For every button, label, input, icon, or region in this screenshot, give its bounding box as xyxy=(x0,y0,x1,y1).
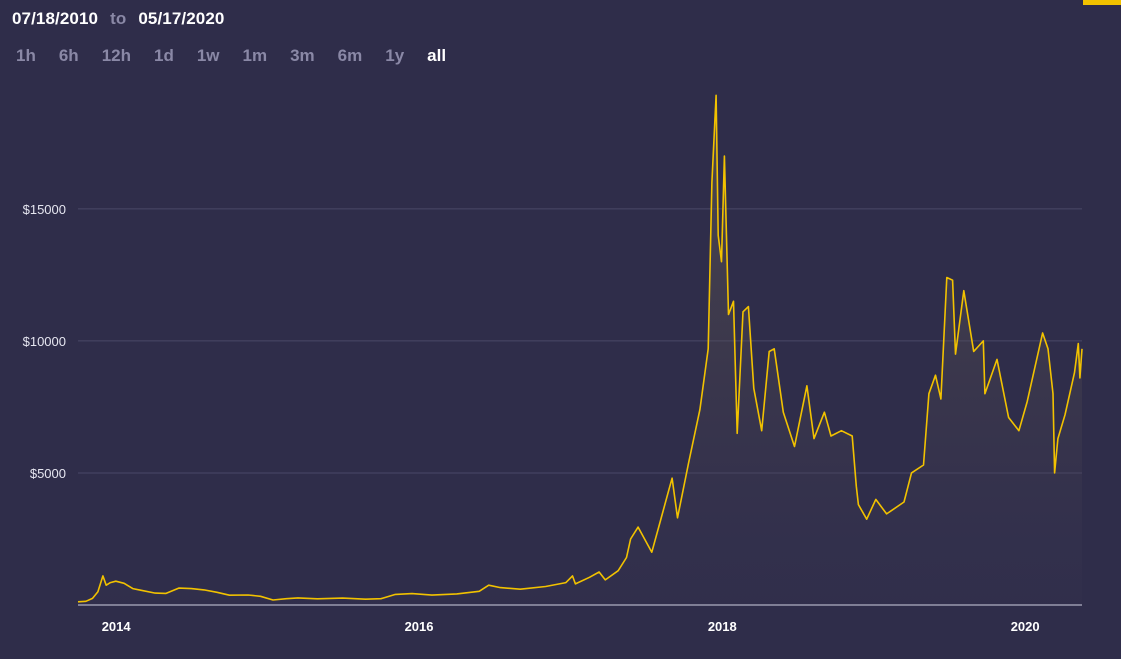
x-tick-label: 2014 xyxy=(102,619,132,634)
period-1d[interactable]: 1d xyxy=(153,46,174,65)
from-date[interactable]: 07/18/2010 xyxy=(12,9,99,28)
date-range: 07/18/2010 to 05/17/2020 xyxy=(12,9,224,29)
price-area-fill xyxy=(78,95,1082,606)
y-tick-label: $5000 xyxy=(30,466,66,481)
period-6h[interactable]: 6h xyxy=(58,46,79,65)
to-label: to xyxy=(110,9,127,28)
price-line xyxy=(77,94,1083,603)
y-tick-label: $10000 xyxy=(23,334,66,349)
x-tick-label: 2020 xyxy=(1011,619,1040,634)
x-tick-label: 2018 xyxy=(708,619,737,634)
period-1w[interactable]: 1w xyxy=(196,46,220,65)
period-selector: 1h 6h 12h 1d 1w 1m 3m 6m 1y all xyxy=(16,46,446,66)
period-6m[interactable]: 6m xyxy=(337,46,363,65)
y-axis-labels: $5000 $10000 $15000 xyxy=(23,202,66,481)
accent-corner xyxy=(1083,0,1121,5)
period-1y[interactable]: 1y xyxy=(385,46,405,65)
y-tick-label: $15000 xyxy=(23,202,66,217)
period-1h[interactable]: 1h xyxy=(16,46,36,65)
period-12h[interactable]: 12h xyxy=(101,46,131,65)
x-axis-labels: 2014 2016 2018 2020 xyxy=(102,619,1040,634)
x-tick-label: 2016 xyxy=(405,619,434,634)
to-date[interactable]: 05/17/2020 xyxy=(138,9,225,28)
period-3m[interactable]: 3m xyxy=(290,46,315,65)
period-1m[interactable]: 1m xyxy=(242,46,268,65)
period-all[interactable]: all xyxy=(427,46,447,65)
